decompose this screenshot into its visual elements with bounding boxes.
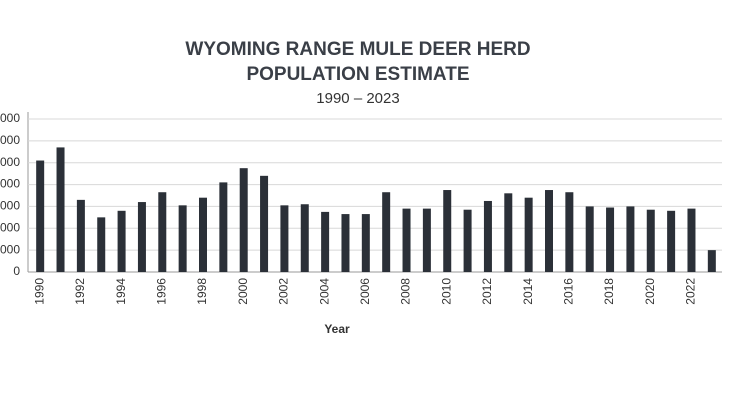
y-tick-label: 20000 xyxy=(0,220,20,234)
bar xyxy=(422,208,431,272)
x-tick-label: 2018 xyxy=(602,278,616,305)
y-tick-label: 40000 xyxy=(0,177,20,191)
x-tick-label: 2020 xyxy=(643,278,657,305)
bar xyxy=(382,192,391,272)
bar xyxy=(321,211,330,272)
x-axis-label: Year xyxy=(324,322,350,336)
x-tick-label: 1992 xyxy=(73,278,87,305)
bar xyxy=(199,197,207,272)
x-tick-label: 2014 xyxy=(521,278,535,305)
bar xyxy=(158,192,167,272)
bar xyxy=(178,205,187,272)
bar xyxy=(626,206,635,272)
bar xyxy=(239,168,248,272)
x-tick-label: 1990 xyxy=(32,278,46,305)
bar xyxy=(483,200,492,272)
bar xyxy=(565,192,574,272)
chart-subtitle: 1990 – 2023 xyxy=(316,90,399,107)
bar xyxy=(36,160,45,272)
bar xyxy=(56,147,65,272)
x-tick-label: 1994 xyxy=(114,278,128,305)
x-tick-label: 1998 xyxy=(195,278,209,305)
chart-title: POPULATION ESTIMATE xyxy=(246,64,469,85)
x-tick-label: 2016 xyxy=(562,278,576,305)
bar xyxy=(463,209,472,272)
y-tick-label: 50000 xyxy=(0,155,20,169)
bar xyxy=(97,217,106,272)
bar xyxy=(687,208,696,272)
x-tick-label: 2022 xyxy=(684,278,698,305)
x-tick-label: 2002 xyxy=(277,278,291,305)
x-tick-label: 2000 xyxy=(236,278,250,305)
x-tick-label: 2010 xyxy=(439,278,453,305)
bar xyxy=(545,190,553,272)
y-tick-label: 10000 xyxy=(0,242,20,256)
bar xyxy=(260,175,269,272)
bar xyxy=(585,206,594,272)
bar xyxy=(667,210,676,272)
bar xyxy=(606,207,615,272)
chart-title: WYOMING RANGE MULE DEER HERD xyxy=(185,39,530,60)
y-tick-label: 0 xyxy=(13,264,20,278)
y-tick-label: 60000 xyxy=(0,133,20,147)
bar xyxy=(504,193,513,272)
bar xyxy=(219,182,228,272)
bar xyxy=(402,208,411,272)
y-tick-label: 30000 xyxy=(0,199,20,213)
x-tick-label: 2008 xyxy=(399,278,413,305)
bar xyxy=(76,199,85,272)
bar xyxy=(137,202,146,272)
bar xyxy=(280,205,289,272)
x-tick-label: 2012 xyxy=(480,278,494,305)
x-tick-label: 1996 xyxy=(154,278,168,305)
bar xyxy=(443,190,452,272)
y-tick-label: 70000 xyxy=(0,111,20,125)
bar xyxy=(646,209,655,272)
bar xyxy=(300,204,309,272)
bar xyxy=(361,214,370,272)
x-tick-label: 2006 xyxy=(358,278,372,305)
x-tick-label: 2004 xyxy=(317,278,331,305)
bar xyxy=(524,197,533,272)
bar xyxy=(117,210,126,272)
bar xyxy=(707,250,716,272)
bar xyxy=(341,214,350,272)
